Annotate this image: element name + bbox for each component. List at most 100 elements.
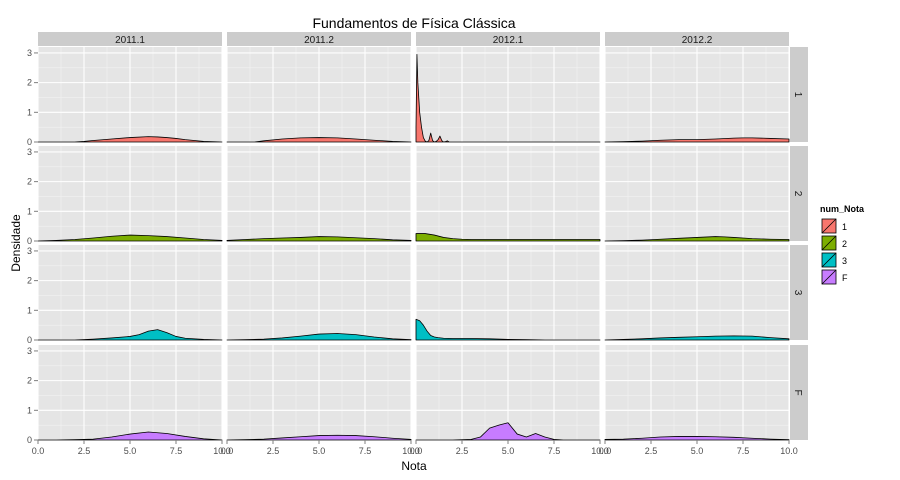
strip-label: 2012.2 xyxy=(682,35,713,46)
x-tick-label: 2.5 xyxy=(645,446,658,456)
y-tick-label: 2 xyxy=(27,78,32,88)
panel-2-2012.2 xyxy=(604,146,790,242)
strip-column: 2011.1 xyxy=(38,32,222,46)
legend-key-diagonal xyxy=(821,235,837,251)
y-tick-label: 0 xyxy=(27,335,32,345)
y-tick-label: 2 xyxy=(27,276,32,286)
x-tick-label: 7.5 xyxy=(548,446,561,456)
strip-background xyxy=(790,245,808,340)
legend-key-diagonal xyxy=(821,252,837,268)
x-tick-label: 7.5 xyxy=(359,446,372,456)
x-tick-label: 5.0 xyxy=(502,446,515,456)
x-tick-label: 0.0 xyxy=(599,446,612,456)
strip-label: 2011.2 xyxy=(304,35,334,46)
legend: num_Nota 1 2 3 F xyxy=(820,204,865,286)
panel-3-2011.1 xyxy=(37,245,223,341)
y-tick-label: 1 xyxy=(27,107,32,117)
density-area-1-2012.1 xyxy=(415,54,601,143)
density-area-3-2012.2 xyxy=(604,335,790,341)
strip-column: 2011.2 xyxy=(227,32,411,46)
density-area-F-2011.1 xyxy=(37,431,223,441)
strip-column: 2012.1 xyxy=(416,32,600,46)
panel-1-2012.2 xyxy=(604,47,790,143)
x-tick-label: 10.0 xyxy=(402,446,420,456)
strip-label: 1 xyxy=(792,92,803,98)
density-area-2-2012.2 xyxy=(604,236,790,242)
density-area-2-2012.1 xyxy=(415,233,601,242)
legend-entry: 1 xyxy=(820,217,847,235)
x-tick-label: 2.5 xyxy=(456,446,469,456)
x-tick-label: 10.0 xyxy=(591,446,609,456)
legend-key-diagonal xyxy=(821,269,837,285)
panel-F-2012.2 xyxy=(604,345,790,441)
strip-label: 3 xyxy=(792,290,803,296)
y-tick-label: 0 xyxy=(27,435,32,445)
x-tick-label: 5.0 xyxy=(691,446,704,456)
strip-background xyxy=(605,32,789,46)
density-area-F-2012.1 xyxy=(415,422,601,441)
x-tick-label: 7.5 xyxy=(170,446,183,456)
strip-label: 2012.1 xyxy=(493,35,524,46)
density-area-3-2011.2 xyxy=(226,333,412,341)
panel-3-2012.2 xyxy=(604,245,790,341)
legend-key-diagonal xyxy=(821,218,837,234)
panel-F-2011.2 xyxy=(226,345,412,441)
x-tick-label: 0.0 xyxy=(410,446,423,456)
x-tick-label: 0.0 xyxy=(221,446,234,456)
strip-label: 2 xyxy=(792,191,803,197)
strip-row: F xyxy=(790,345,808,440)
density-area-F-2012.2 xyxy=(604,436,790,441)
density-area-3-2012.1 xyxy=(415,318,601,341)
panel-2-2011.1 xyxy=(37,146,223,242)
x-axis-title: Nota xyxy=(401,459,427,473)
x-tick-label: 2.5 xyxy=(78,446,91,456)
strip-background xyxy=(38,32,222,46)
strip-row: 2 xyxy=(790,146,808,241)
y-tick-label: 1 xyxy=(27,206,32,216)
x-tick-label: 5.0 xyxy=(124,446,137,456)
strip-background xyxy=(227,32,411,46)
strip-row: 3 xyxy=(790,245,808,340)
density-area-1-2012.2 xyxy=(604,137,790,143)
panel-1-2011.1 xyxy=(37,47,223,143)
legend-label: 3 xyxy=(842,256,847,266)
density-area-2-2011.1 xyxy=(37,234,223,242)
legend-title: num_Nota xyxy=(820,204,865,214)
y-tick-label: 3 xyxy=(27,246,32,256)
legend-label: F xyxy=(842,273,848,283)
panel-grid xyxy=(37,47,790,441)
density-area-2-2011.2 xyxy=(226,236,412,242)
x-tick-label: 10.0 xyxy=(213,446,231,456)
panel-1-2011.2 xyxy=(226,47,412,143)
facet-strips: 2011.1 2011.2 2012.1 2012.2 1 2 3 F xyxy=(38,32,808,440)
panel-F-2011.1 xyxy=(37,345,223,441)
strip-label: F xyxy=(792,389,803,395)
y-tick-label: 3 xyxy=(27,48,32,58)
panel-2-2012.1 xyxy=(415,146,601,242)
density-area-1-2011.2 xyxy=(226,137,412,143)
density-area-1-2011.1 xyxy=(37,136,223,143)
strip-background xyxy=(790,146,808,241)
x-tick-label: 0.0 xyxy=(32,446,45,456)
y-tick-label: 1 xyxy=(27,405,32,415)
panel-3-2011.2 xyxy=(226,245,412,341)
strip-background xyxy=(790,345,808,440)
x-tick-label: 7.5 xyxy=(737,446,750,456)
legend-label: 2 xyxy=(842,239,847,249)
y-tick-label: 3 xyxy=(27,147,32,157)
legend-entry: 2 xyxy=(820,234,847,252)
chart-title: Fundamentos de Física Clássica xyxy=(312,15,515,31)
density-area-F-2011.2 xyxy=(226,434,412,441)
strip-background xyxy=(790,47,808,142)
strip-row: 1 xyxy=(790,47,808,142)
panel-3-2012.1 xyxy=(415,245,601,341)
y-tick-label: 2 xyxy=(27,177,32,187)
x-tick-label: 10.0 xyxy=(780,446,798,456)
strip-column: 2012.2 xyxy=(605,32,789,46)
y-axis-title: Densidade xyxy=(9,214,23,272)
y-tick-label: 2 xyxy=(27,376,32,386)
strip-label: 2011.1 xyxy=(115,35,145,46)
y-tick-label: 1 xyxy=(27,305,32,315)
